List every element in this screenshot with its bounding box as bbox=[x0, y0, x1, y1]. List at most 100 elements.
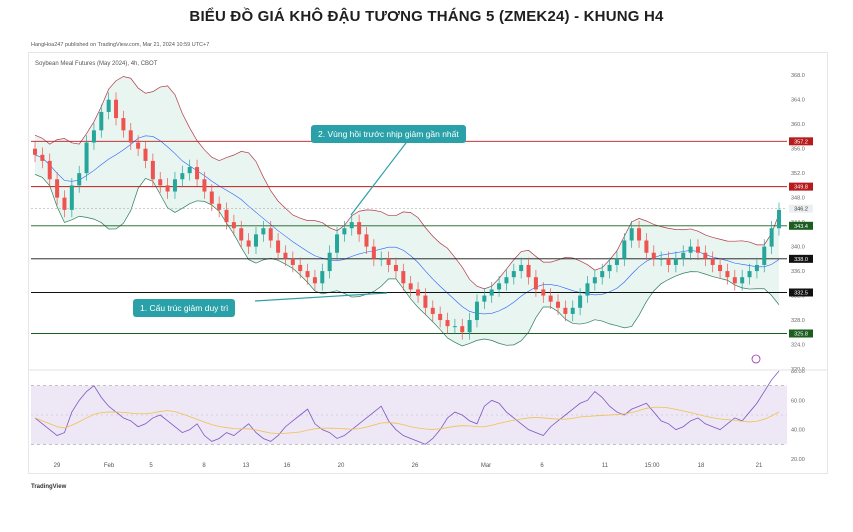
alert-marker bbox=[751, 354, 761, 364]
candle-body bbox=[401, 271, 406, 284]
candle-body bbox=[533, 277, 538, 290]
candle-body bbox=[224, 209, 229, 223]
tradingview-logo: TradingView bbox=[31, 484, 67, 490]
candle-body bbox=[320, 271, 325, 284]
candle-body bbox=[342, 228, 347, 235]
candle-body bbox=[77, 173, 82, 186]
x-tick-label: 11 bbox=[602, 463, 609, 469]
candle-body bbox=[452, 326, 457, 328]
candle-body bbox=[732, 277, 737, 284]
candle-body bbox=[209, 191, 214, 204]
candle-body bbox=[769, 228, 774, 247]
candle-body bbox=[253, 234, 258, 247]
candle-body bbox=[467, 320, 472, 333]
level-tag-343.4 bbox=[789, 221, 813, 230]
candle-body bbox=[276, 240, 281, 253]
candle-body bbox=[563, 307, 568, 314]
candle-body bbox=[556, 301, 561, 308]
candle-body bbox=[651, 252, 656, 259]
candle-body bbox=[55, 179, 60, 198]
candle-body bbox=[474, 301, 479, 321]
level-label-343.4: 343.4 bbox=[794, 224, 808, 230]
candle-body bbox=[114, 99, 119, 119]
chart-canvas: Soybean Meal Futures (May 2024), 4h, CBO… bbox=[29, 61, 827, 469]
candle-body bbox=[217, 203, 222, 210]
candle-body bbox=[747, 271, 752, 278]
level-tag-349.8 bbox=[789, 182, 813, 191]
candle-body bbox=[600, 271, 605, 278]
candle-body bbox=[754, 264, 759, 272]
candle-body bbox=[695, 246, 700, 253]
x-tick-label: 26 bbox=[412, 463, 419, 469]
candle-body bbox=[637, 228, 642, 241]
x-tick-label: 6 bbox=[540, 463, 544, 469]
level-tag-357.2 bbox=[789, 137, 813, 146]
publisher-info: HangHoa247 published on TradingView.com,… bbox=[31, 42, 210, 48]
price-tick-label: 352.0 bbox=[791, 171, 805, 177]
callout-recovery-zone: 2. Vùng hồi trước nhịp giảm gần nhất bbox=[311, 125, 466, 143]
callout-downtrend-structure: 1. Cấu trúc giảm duy trì bbox=[133, 299, 236, 317]
level-tag-338.0 bbox=[789, 254, 813, 263]
candle-body bbox=[69, 185, 74, 210]
candle-body bbox=[371, 246, 376, 259]
level-label-325.8: 325.8 bbox=[794, 332, 808, 338]
candle-body bbox=[84, 142, 89, 174]
rsi-tick-label: 80.00 bbox=[791, 369, 805, 375]
chart-panel: Soybean Meal Futures (May 2024), 4h, CBO… bbox=[28, 52, 828, 474]
candle-body bbox=[364, 234, 369, 247]
candle-body bbox=[438, 313, 443, 321]
candle-body bbox=[482, 295, 487, 302]
candle-body bbox=[644, 240, 649, 253]
price-tick-label: 368.0 bbox=[791, 73, 805, 79]
candle-body bbox=[62, 197, 67, 210]
candle-body bbox=[335, 234, 340, 253]
candle-body bbox=[312, 277, 317, 284]
candle-body bbox=[777, 209, 781, 229]
candle-body bbox=[393, 264, 398, 272]
candle-body bbox=[379, 258, 384, 260]
candle-body bbox=[681, 252, 686, 259]
candle-body bbox=[460, 326, 465, 333]
candle-body bbox=[357, 222, 362, 235]
candle-body bbox=[47, 160, 52, 180]
rsi-line bbox=[34, 370, 780, 445]
rsi-ma-line bbox=[34, 406, 780, 435]
candle-body bbox=[187, 167, 192, 174]
price-tick-label: 340.0 bbox=[791, 245, 805, 251]
level-tag-325.8 bbox=[789, 329, 813, 338]
x-tick-label: 18 bbox=[698, 463, 705, 469]
price-tick-label: 348.0 bbox=[791, 196, 805, 202]
candle-body bbox=[121, 118, 126, 131]
callout-2-pointer bbox=[350, 138, 410, 216]
candle-body bbox=[239, 228, 244, 241]
price-tick-label: 332.0 bbox=[791, 294, 805, 300]
candle-body bbox=[666, 258, 671, 265]
candle-body bbox=[607, 264, 612, 272]
x-tick-label: 5 bbox=[149, 463, 153, 469]
candle-body bbox=[614, 258, 619, 265]
candle-body bbox=[40, 154, 45, 161]
candle-body bbox=[327, 252, 332, 272]
candle-body bbox=[172, 179, 177, 192]
candle-body bbox=[703, 252, 708, 259]
price-tick-label: 356.0 bbox=[791, 147, 805, 153]
candle-body bbox=[423, 295, 428, 308]
candle-body bbox=[143, 148, 148, 161]
candle-body bbox=[497, 283, 502, 290]
x-tick-label: 20 bbox=[338, 463, 345, 469]
candle-body bbox=[261, 228, 266, 235]
candle-body bbox=[504, 277, 509, 284]
level-label-357.2: 357.2 bbox=[794, 139, 808, 145]
x-tick-label: 13 bbox=[243, 463, 250, 469]
level-tag-346.2 bbox=[789, 204, 813, 213]
level-label-349.8: 349.8 bbox=[794, 185, 808, 191]
price-tick-label: 328.0 bbox=[791, 318, 805, 324]
candle-body bbox=[585, 283, 590, 296]
candle-body bbox=[158, 179, 163, 186]
x-tick-label: 21 bbox=[756, 463, 763, 469]
candle-body bbox=[290, 258, 295, 265]
candle-body bbox=[180, 173, 185, 180]
candle-body bbox=[659, 258, 664, 260]
candle-body bbox=[592, 277, 597, 284]
price-tick-label: 324.0 bbox=[791, 343, 805, 349]
